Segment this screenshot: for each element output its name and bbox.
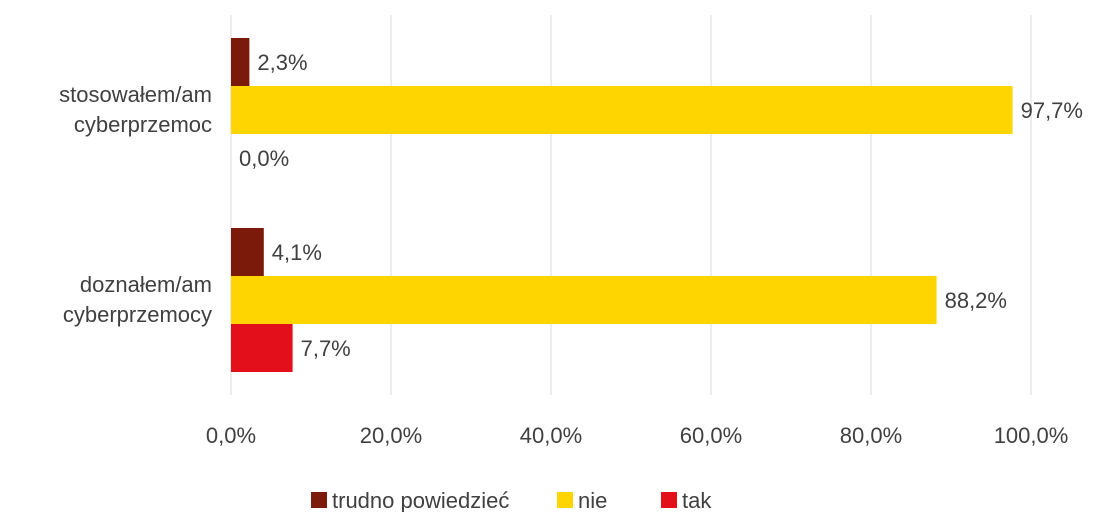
bar: [231, 86, 1013, 134]
legend-swatch: [661, 492, 677, 508]
category-label: stosowałem/am cyberprzemoc: [59, 82, 212, 137]
bar: [231, 276, 937, 324]
x-tick-label: 20,0%: [360, 423, 422, 448]
data-label: 7,7%: [301, 336, 351, 361]
x-tick-label: 100,0%: [994, 423, 1069, 448]
x-tick-label: 60,0%: [680, 423, 742, 448]
data-label: 97,7%: [1021, 98, 1083, 123]
legend-swatch: [311, 492, 327, 508]
bar: [231, 228, 264, 276]
data-label: 0,0%: [239, 146, 289, 171]
data-label: 88,2%: [945, 288, 1007, 313]
legend-label: nie: [578, 488, 607, 512]
bar: [231, 324, 293, 372]
x-tick-label: 40,0%: [520, 423, 582, 448]
data-label: 4,1%: [272, 240, 322, 265]
legend-label: trudno powiedzieć: [332, 488, 509, 512]
legend-label: tak: [682, 488, 712, 512]
x-tick-label: 0,0%: [206, 423, 256, 448]
x-tick-label: 80,0%: [840, 423, 902, 448]
bar: [231, 38, 250, 86]
data-label: 2,3%: [257, 50, 307, 75]
legend-swatch: [557, 492, 573, 508]
category-label: doznałem/am cyberprzemocy: [62, 272, 212, 327]
